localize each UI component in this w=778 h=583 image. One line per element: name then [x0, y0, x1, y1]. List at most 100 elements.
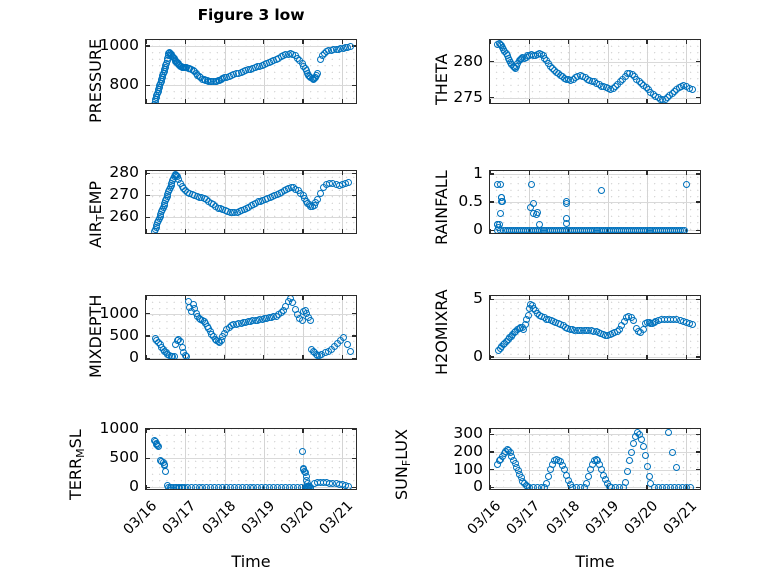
major-gridline-horizontal — [490, 173, 700, 175]
axis-tick — [146, 486, 150, 489]
axis-tick — [263, 355, 265, 359]
axis-tick — [490, 296, 491, 300]
data-point — [498, 197, 506, 205]
major-gridline-horizontal — [146, 195, 356, 197]
axis-tick — [352, 457, 356, 459]
axis-tick — [528, 429, 530, 433]
y-tick-label: 500 — [109, 448, 139, 467]
axis-tick — [490, 429, 491, 433]
data-point — [672, 464, 680, 472]
axis-tick — [352, 486, 356, 489]
y-tick-label: 280 — [109, 163, 139, 182]
axis-tick — [646, 40, 648, 44]
axis-tick — [223, 171, 226, 175]
major-gridline-vertical — [529, 40, 531, 103]
axis-tick — [302, 429, 304, 433]
axis-tick — [490, 433, 494, 435]
axis-tick — [490, 469, 494, 471]
data-point — [641, 452, 649, 460]
y-tick-label: 0 — [473, 220, 483, 239]
major-gridline-horizontal — [490, 299, 700, 301]
major-gridline-vertical — [607, 40, 609, 103]
axis-tick — [646, 429, 648, 433]
plot-panel-terr-msl — [145, 428, 357, 490]
data-point — [629, 439, 637, 447]
data-point — [497, 209, 505, 217]
axis-tick — [146, 40, 147, 44]
y-tick-label: 260 — [109, 207, 139, 226]
figure-title: Figure 3 low — [197, 6, 305, 24]
axis-tick — [646, 296, 648, 300]
axis-tick — [607, 171, 609, 175]
data-point — [298, 447, 306, 455]
axis-tick — [646, 99, 648, 103]
major-gridline-vertical — [185, 171, 187, 233]
major-gridline-vertical — [568, 40, 570, 103]
axis-tick — [263, 171, 265, 175]
major-gridline-horizontal — [146, 358, 356, 359]
plot-panel-rainfall — [489, 170, 701, 234]
data-point — [647, 480, 655, 488]
major-gridline-vertical — [647, 171, 649, 233]
y-tick-label: 500 — [109, 326, 139, 345]
major-gridline-horizontal — [490, 356, 700, 358]
data-point — [689, 321, 697, 329]
minor-gridlines — [490, 171, 700, 233]
axis-tick — [223, 99, 226, 103]
axis-tick — [146, 99, 147, 103]
data-point — [643, 462, 651, 470]
data-point — [345, 482, 353, 489]
axis-tick — [352, 172, 356, 174]
data-point — [645, 473, 653, 481]
axis-tick — [696, 486, 700, 489]
major-gridline-horizontal — [146, 458, 356, 460]
axis-tick — [146, 296, 147, 300]
data-point — [313, 196, 321, 204]
major-gridline-vertical — [263, 40, 265, 103]
major-gridline-vertical — [303, 296, 305, 359]
y-tick-label: 5 — [473, 289, 483, 308]
axis-tick — [263, 99, 265, 103]
axis-tick — [352, 216, 356, 219]
axis-tick — [528, 296, 530, 300]
major-gridline-vertical — [224, 171, 226, 233]
axis-tick — [607, 99, 609, 103]
data-point — [680, 226, 688, 233]
y-tick-label: 1000 — [99, 303, 139, 322]
axis-tick — [341, 40, 343, 44]
y-tick-label: 275 — [453, 87, 483, 106]
axis-tick — [696, 356, 700, 358]
axis-tick — [302, 99, 304, 103]
axis-tick — [646, 485, 648, 489]
xaxis-title-left: Time — [231, 552, 271, 571]
y-tick-label: 1000 — [99, 35, 139, 54]
axis-tick — [352, 194, 356, 196]
axis-tick — [263, 429, 265, 433]
major-gridline-horizontal — [490, 202, 700, 204]
axis-tick — [696, 60, 700, 63]
axis-tick — [223, 40, 226, 44]
axis-tick — [146, 194, 150, 196]
axis-tick — [146, 172, 150, 174]
axis-tick — [490, 298, 494, 301]
major-gridline-vertical — [224, 40, 226, 103]
y-tick-label: 0 — [473, 477, 483, 496]
yaxis-title-sun-flux: SUNFLUX — [392, 429, 413, 500]
y-tick-label: 0.5 — [458, 192, 483, 211]
axis-tick — [263, 40, 265, 44]
major-gridline-horizontal — [146, 85, 356, 87]
plot-panel-h2omixra — [489, 295, 701, 360]
axis-tick — [146, 429, 150, 430]
major-gridline-vertical — [647, 296, 649, 359]
axis-tick — [184, 40, 186, 44]
axis-tick — [567, 429, 570, 433]
data-point — [346, 43, 354, 51]
y-tick-label: 0 — [129, 348, 139, 367]
axis-tick — [146, 45, 150, 47]
axis-tick — [302, 355, 304, 359]
data-point — [627, 448, 635, 456]
data-point — [306, 316, 314, 324]
axis-tick — [146, 357, 150, 359]
axis-tick — [528, 171, 530, 175]
axis-tick — [696, 451, 700, 453]
